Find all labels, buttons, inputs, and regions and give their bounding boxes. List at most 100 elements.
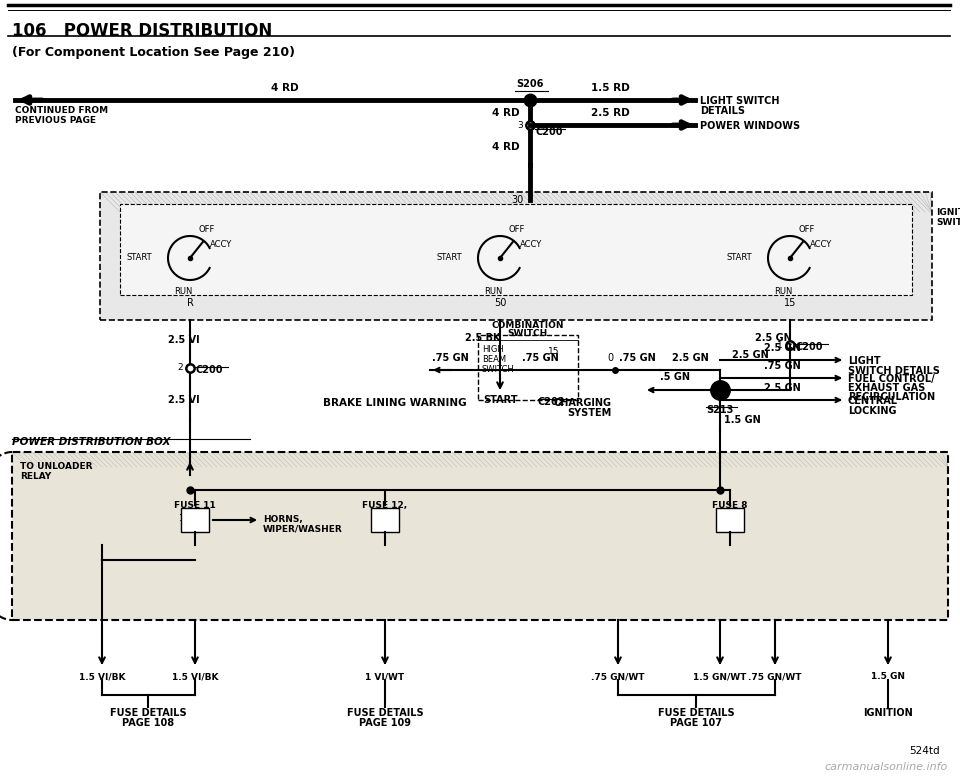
Text: carmanualsonline.info: carmanualsonline.info bbox=[825, 762, 948, 772]
Text: OFF: OFF bbox=[799, 224, 815, 234]
Text: 1.5 GN: 1.5 GN bbox=[724, 415, 760, 425]
Text: 4 RD: 4 RD bbox=[271, 83, 299, 93]
Text: 1.5 GN: 1.5 GN bbox=[871, 672, 905, 681]
Text: .75 GN: .75 GN bbox=[432, 353, 468, 363]
Text: 8 AMP: 8 AMP bbox=[372, 512, 398, 521]
Bar bbox=[100, 192, 932, 320]
Text: EXHAUST GAS: EXHAUST GAS bbox=[848, 383, 925, 393]
Text: ACCY: ACCY bbox=[210, 240, 232, 249]
Text: 0: 0 bbox=[607, 353, 613, 363]
Text: FUSE 12,: FUSE 12, bbox=[363, 501, 408, 510]
Text: LIGHT SWITCH: LIGHT SWITCH bbox=[700, 96, 780, 106]
Text: RUN: RUN bbox=[774, 286, 793, 296]
Text: RUN: RUN bbox=[484, 286, 503, 296]
Text: C200: C200 bbox=[535, 127, 563, 137]
Text: HIGH: HIGH bbox=[482, 345, 504, 354]
Text: ACCY: ACCY bbox=[810, 240, 832, 249]
Text: 10 AMP: 10 AMP bbox=[180, 514, 210, 523]
Text: 2.5 VI: 2.5 VI bbox=[168, 395, 200, 405]
Text: BRAKE LINING WARNING: BRAKE LINING WARNING bbox=[324, 398, 467, 408]
Text: C200: C200 bbox=[195, 365, 223, 375]
Text: IGNITION: IGNITION bbox=[863, 708, 913, 718]
Text: FUSE 8: FUSE 8 bbox=[712, 501, 748, 510]
Text: S213: S213 bbox=[707, 405, 733, 415]
Text: 4 RD: 4 RD bbox=[492, 142, 520, 152]
Text: 1.5 RD: 1.5 RD bbox=[590, 83, 630, 93]
Text: LIGHT: LIGHT bbox=[848, 356, 880, 366]
Text: CONTINUED FROM: CONTINUED FROM bbox=[15, 106, 108, 115]
Text: CHARGING: CHARGING bbox=[554, 398, 612, 408]
Text: 2: 2 bbox=[178, 364, 183, 372]
Text: ACCY: ACCY bbox=[519, 240, 542, 249]
Text: SYSTEM: SYSTEM bbox=[567, 408, 612, 418]
Text: 106   POWER DISTRIBUTION: 106 POWER DISTRIBUTION bbox=[12, 22, 273, 40]
Text: 2.5 GN: 2.5 GN bbox=[732, 350, 768, 360]
Text: .75 GN/WT: .75 GN/WT bbox=[591, 672, 645, 681]
Text: RUN: RUN bbox=[174, 286, 193, 296]
Text: 1: 1 bbox=[778, 340, 783, 350]
Text: DETAILS: DETAILS bbox=[700, 106, 745, 116]
Bar bbox=[181, 508, 209, 532]
Text: .5 GN: .5 GN bbox=[660, 372, 690, 382]
Text: START: START bbox=[437, 253, 463, 263]
Text: (For Component Location See Page 210): (For Component Location See Page 210) bbox=[12, 46, 295, 59]
Text: .75 GN: .75 GN bbox=[763, 361, 801, 371]
Text: WIPER/WASHER: WIPER/WASHER bbox=[263, 525, 343, 534]
Text: IGNITION: IGNITION bbox=[936, 208, 960, 217]
Text: 2.5 GN: 2.5 GN bbox=[672, 353, 708, 363]
Bar bbox=[100, 192, 932, 320]
Text: POWER WINDOWS: POWER WINDOWS bbox=[700, 121, 800, 131]
Text: 1.5 VI/BK: 1.5 VI/BK bbox=[172, 672, 218, 681]
Text: 2.5 GN: 2.5 GN bbox=[755, 333, 792, 343]
Bar bbox=[371, 508, 399, 532]
Text: 2.5 BK: 2.5 BK bbox=[465, 333, 500, 343]
Text: OFF: OFF bbox=[509, 224, 525, 234]
Text: R: R bbox=[186, 298, 193, 307]
Text: 50: 50 bbox=[493, 298, 506, 307]
Text: PAGE 108: PAGE 108 bbox=[122, 718, 174, 728]
Text: 2.5 GN: 2.5 GN bbox=[763, 383, 801, 393]
Text: RECIRCULATION: RECIRCULATION bbox=[848, 392, 935, 402]
Text: S206: S206 bbox=[516, 79, 543, 89]
Text: 1.5 VI/BK: 1.5 VI/BK bbox=[79, 672, 125, 681]
Text: TO UNLOADER: TO UNLOADER bbox=[20, 462, 92, 471]
Text: 15: 15 bbox=[783, 298, 796, 307]
Text: 1 VI/WT: 1 VI/WT bbox=[366, 672, 404, 681]
Text: 30: 30 bbox=[512, 195, 524, 205]
Text: .75 GN: .75 GN bbox=[618, 353, 656, 363]
Text: PREVIOUS PAGE: PREVIOUS PAGE bbox=[15, 116, 96, 125]
Text: CENTRAL: CENTRAL bbox=[848, 396, 898, 406]
Text: SWITCH DETAILS: SWITCH DETAILS bbox=[848, 366, 940, 376]
Text: C200: C200 bbox=[795, 342, 823, 352]
Text: FUSE DETAILS: FUSE DETAILS bbox=[109, 708, 186, 718]
Text: .75 GN/WT: .75 GN/WT bbox=[748, 672, 802, 681]
Text: .75 GN: .75 GN bbox=[521, 353, 559, 363]
Text: LOCKING: LOCKING bbox=[848, 406, 897, 416]
Text: BEAM: BEAM bbox=[482, 355, 506, 364]
Text: OFF: OFF bbox=[199, 224, 215, 234]
Text: 8 AMP: 8 AMP bbox=[717, 512, 743, 521]
Text: 2.5 GN: 2.5 GN bbox=[763, 343, 801, 353]
Text: 2.5 VI: 2.5 VI bbox=[168, 335, 200, 345]
Text: 4 RD: 4 RD bbox=[492, 108, 520, 118]
Text: SWITCH: SWITCH bbox=[508, 329, 548, 338]
Bar bbox=[12, 452, 948, 620]
Text: PAGE 109: PAGE 109 bbox=[359, 718, 411, 728]
Bar bbox=[12, 452, 948, 620]
Text: 2.5 RD: 2.5 RD bbox=[590, 108, 630, 118]
Text: PAGE 107: PAGE 107 bbox=[670, 718, 722, 728]
Text: START: START bbox=[483, 395, 517, 405]
Bar bbox=[478, 335, 578, 400]
Text: FUEL CONTROL/: FUEL CONTROL/ bbox=[848, 374, 935, 384]
Bar bbox=[716, 508, 744, 532]
Text: HORNS,: HORNS, bbox=[263, 515, 302, 524]
Text: COMBINATION: COMBINATION bbox=[492, 321, 564, 330]
Text: POWER DISTRIBUTION BOX: POWER DISTRIBUTION BOX bbox=[12, 437, 171, 447]
Text: START: START bbox=[127, 253, 153, 263]
Text: 3: 3 bbox=[517, 120, 523, 130]
Text: START: START bbox=[727, 253, 753, 263]
Text: FUSE DETAILS: FUSE DETAILS bbox=[658, 708, 734, 718]
Text: FUSE 11: FUSE 11 bbox=[174, 501, 216, 510]
Text: 15: 15 bbox=[548, 347, 560, 356]
Text: C202: C202 bbox=[538, 397, 565, 407]
